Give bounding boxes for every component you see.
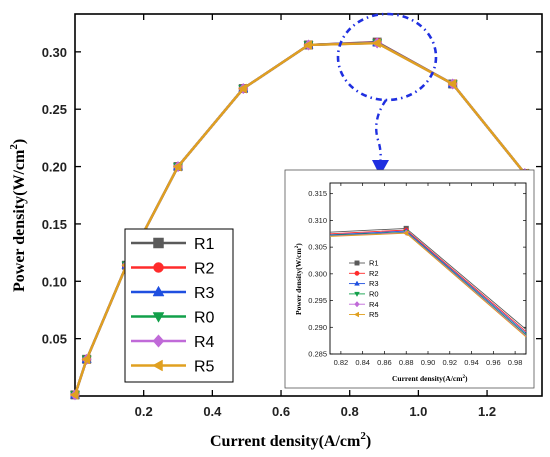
legend-marker: [152, 312, 165, 323]
data-point: [237, 83, 247, 94]
legend-entry-r5: R5: [131, 359, 215, 376]
y-tick-label: 0.20: [42, 160, 67, 175]
main-plot-frame: [74, 13, 543, 397]
x-tick-label: 0.94: [464, 358, 479, 367]
main-y-ticks: 0.05 0.10 0.15 0.20 0.25 0.30: [42, 45, 542, 347]
y-tick-label: 0.05: [42, 332, 67, 347]
inset-chart: 0.82 0.84 0.86 0.88 0.90 0.92 0.94 0.96 0.98 0.2…: [284, 169, 535, 389]
x-tick-label: 0.90: [421, 358, 436, 367]
legend-entry-r2: R2: [131, 261, 215, 278]
legend-entry-r0: R0: [131, 310, 215, 327]
x-tick-label: 0.8: [341, 404, 359, 419]
data-point: [371, 38, 381, 49]
legend-marker: [354, 291, 360, 297]
x-tick-label: 0.2: [135, 404, 153, 419]
legend-marker: [354, 280, 360, 286]
x-tick-label: 0.84: [355, 358, 370, 367]
x-tick-label: 0.98: [508, 358, 523, 367]
series-r5: [69, 38, 529, 400]
legend-label: R1: [194, 236, 215, 253]
inset-x-axis-title: Current density(A/cm2): [392, 374, 468, 383]
data-point: [447, 78, 457, 90]
zoom-annotation: [336, 12, 438, 176]
legend-label: R4: [369, 300, 379, 309]
data-point: [69, 389, 79, 400]
legend-entry-r1: R1: [131, 236, 215, 253]
y-tick-label: 0.295: [308, 296, 327, 305]
data-point: [303, 39, 313, 51]
legend-label: R2: [194, 261, 215, 278]
y-tick-label: 0.25: [42, 102, 67, 117]
legend-entry-r0: R0: [349, 290, 379, 299]
legend-label: R2: [369, 269, 379, 278]
main-legend: R1 R2 R3 R0 R4 R5: [124, 228, 234, 383]
x-tick-label: 0.4: [203, 404, 222, 419]
x-tick-label: 0.92: [442, 358, 457, 367]
legend-marker: [152, 285, 165, 297]
legend-marker: [354, 260, 360, 266]
main-legend-box: [124, 228, 234, 383]
zoom-arrow-line: [375, 99, 387, 165]
data-point: [172, 161, 182, 172]
legend-label: R5: [369, 310, 379, 319]
y-tick-label: 0.285: [308, 350, 327, 359]
y-tick-label: 0.310: [308, 216, 327, 225]
x-tick-label: 0.88: [399, 358, 414, 367]
legend-label: R0: [194, 310, 215, 327]
legend-label: R0: [369, 290, 379, 299]
main-x-ticks: 0.2 0.4 0.6 0.8 1.0 1.2: [135, 14, 496, 419]
y-tick-label: 0.305: [308, 243, 327, 252]
main-y-axis-title: Power density(W/cm2): [8, 139, 28, 292]
legend-entry-r1: R1: [349, 259, 379, 268]
x-tick-label: 1.0: [409, 404, 427, 419]
legend-marker: [152, 359, 163, 372]
zoom-ellipse: [336, 12, 438, 102]
legend-marker: [153, 237, 164, 249]
legend-label: R5: [194, 359, 215, 376]
y-tick-label: 0.10: [42, 274, 67, 289]
legend-label: R1: [369, 259, 379, 268]
legend-label: R3: [369, 279, 379, 288]
legend-marker: [152, 334, 165, 348]
x-tick-label: 0.86: [377, 358, 392, 367]
y-tick-label: 0.15: [42, 217, 67, 232]
legend-entry-r5: R5: [349, 310, 379, 319]
inset-background: [284, 169, 535, 389]
main-x-axis-title: Current density(A/cm2): [210, 430, 371, 450]
x-tick-label: 0.96: [486, 358, 501, 367]
legend-entry-r3: R3: [131, 285, 215, 302]
legend-entry-r4: R4: [131, 334, 215, 351]
series-r5: [329, 230, 527, 338]
legend-label: R4: [194, 334, 215, 351]
y-tick-label: 0.315: [308, 189, 327, 198]
legend-marker: [354, 301, 360, 308]
inset-y-ticks: 0.285 0.290 0.295 0.300 0.305 0.310 0.315: [308, 189, 526, 359]
zoom-arrow-head: [372, 160, 389, 176]
inset-series-group: [329, 225, 527, 338]
legend-label: R3: [194, 285, 215, 302]
legend-entry-r3: R3: [349, 279, 379, 288]
data-point: [81, 354, 91, 365]
legend-marker: [353, 311, 360, 318]
y-tick-label: 0.300: [308, 269, 327, 278]
inset-x-ticks: 0.82 0.84 0.86 0.88 0.90 0.92 0.94 0.96 0.98: [334, 183, 523, 367]
x-tick-label: 1.2: [478, 404, 496, 419]
legend-marker: [153, 262, 164, 273]
y-tick-label: 0.290: [308, 323, 327, 332]
data-point: [403, 230, 409, 237]
legend-marker: [354, 270, 360, 276]
inset-y-axis-title: Power density(W/cm2): [294, 243, 303, 315]
y-tick-label: 0.30: [42, 45, 67, 60]
x-tick-label: 0.82: [334, 358, 349, 367]
legend-entry-r2: R2: [349, 269, 379, 278]
legend-entry-r4: R4: [349, 300, 379, 309]
x-tick-label: 0.6: [272, 404, 290, 419]
